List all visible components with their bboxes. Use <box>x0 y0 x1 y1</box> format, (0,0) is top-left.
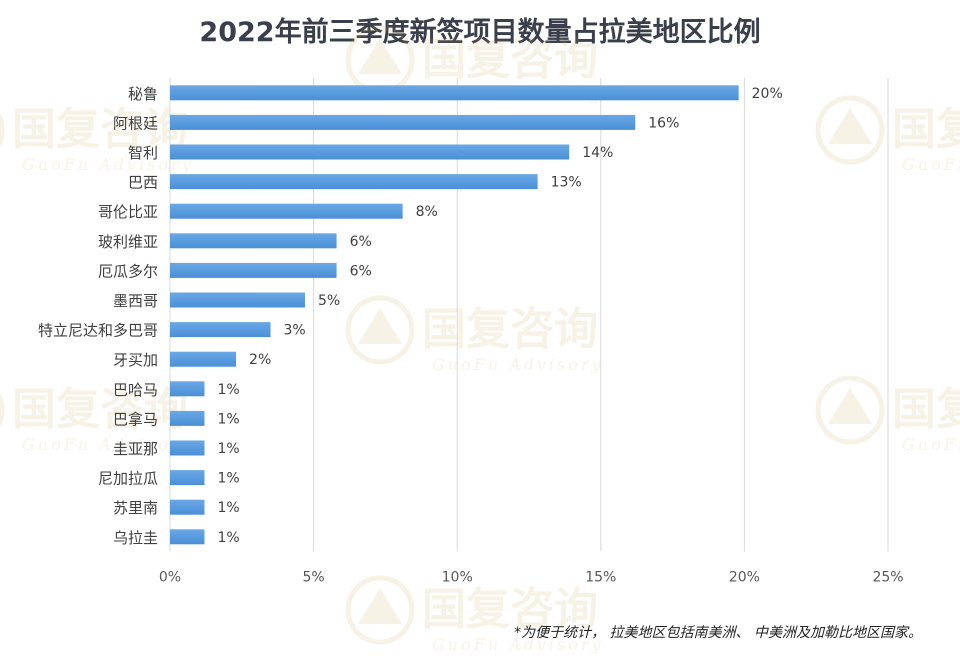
bar <box>170 174 538 190</box>
bar <box>170 351 237 367</box>
bar <box>170 440 205 456</box>
data-label: 2% <box>249 352 271 368</box>
data-label: 16% <box>648 115 679 131</box>
x-tick-label: 5% <box>302 570 324 586</box>
x-axis-ticks: 0% 5% 10% 15% 20% 25% <box>159 570 904 586</box>
category-label: 阿根廷 <box>113 114 158 132</box>
chart-title: 2022年前三季度新签项目数量占拉美地区比例 <box>199 17 761 48</box>
category-label: 巴哈马 <box>113 381 158 399</box>
bar <box>170 203 403 219</box>
data-label: 13% <box>551 175 582 191</box>
category-label: 圭亚那 <box>113 440 158 458</box>
x-tick-label: 0% <box>159 570 181 586</box>
watermark-text: 国复咨询 <box>422 304 598 355</box>
category-label: 牙买加 <box>113 351 158 369</box>
category-label: 乌拉圭 <box>113 529 158 547</box>
data-label: 6% <box>350 234 372 250</box>
data-label: 5% <box>318 293 340 309</box>
data-label: 14% <box>582 145 613 161</box>
watermark-text: 国复咨询 <box>422 584 598 635</box>
category-label: 巴拿马 <box>113 410 158 428</box>
bar <box>170 292 305 308</box>
footnote: *为便于统计， 拉美地区包括南美洲、 中美洲及加勒比地区国家。 <box>514 625 922 641</box>
bar <box>170 499 205 515</box>
bar <box>170 233 337 249</box>
category-label: 秘鲁 <box>128 85 158 103</box>
bars <box>170 85 739 545</box>
category-label: 巴西 <box>128 174 158 192</box>
x-tick-label: 20% <box>729 570 760 586</box>
watermark-subtext: GuoFu Advisory <box>902 435 960 454</box>
data-label: 1% <box>217 411 239 427</box>
data-label: 1% <box>217 441 239 457</box>
data-label: 20% <box>752 86 783 102</box>
watermark-text: 国复咨询 <box>892 104 960 155</box>
x-tick-label: 10% <box>442 570 473 586</box>
data-label: 1% <box>217 530 239 546</box>
category-label: 苏里南 <box>113 499 158 517</box>
watermark-text: 国复咨询 <box>892 384 960 435</box>
x-tick-label: 15% <box>585 570 616 586</box>
category-label: 厄瓜多尔 <box>98 262 158 280</box>
data-label: 6% <box>350 263 372 279</box>
bar <box>170 144 570 160</box>
data-label: 1% <box>217 382 239 398</box>
category-label: 尼加拉瓜 <box>98 470 158 488</box>
category-labels: 秘鲁阿根廷智利巴西哥伦比亚玻利维亚厄瓜多尔墨西哥特立尼达和多巴哥牙买加巴哈马巴拿… <box>38 85 158 547</box>
watermark-text: 国复咨询 <box>12 384 188 435</box>
watermark-subtext: GuoFu Advisory <box>22 155 194 174</box>
category-label: 玻利维亚 <box>98 233 158 251</box>
watermark-subtext: GuoFu Advisory <box>22 435 194 454</box>
category-label: 哥伦比亚 <box>98 203 158 221</box>
watermark-text: 国复咨询 <box>12 104 188 155</box>
watermark-subtext: GuoFu Advisory <box>432 635 604 654</box>
watermark-text: 国复咨询 <box>422 34 598 85</box>
data-label: 1% <box>217 471 239 487</box>
watermark-subtext: GuoFu Advisory <box>432 355 604 374</box>
value-labels: 20% 16% 14%13% 8% 6% 6% 5% 3% 2% 1% 1% 1% 1% 1% 1% <box>217 86 782 546</box>
data-label: 8% <box>416 204 438 220</box>
category-label: 特立尼达和多巴哥 <box>38 322 158 340</box>
data-label: 3% <box>284 323 306 339</box>
bar <box>170 381 205 397</box>
bar <box>170 322 271 338</box>
bar <box>170 470 205 486</box>
bar <box>170 410 205 426</box>
bar <box>170 114 636 130</box>
bar <box>170 529 205 545</box>
watermark-subtext: GuoFu Advisory <box>902 155 960 174</box>
x-tick-label: 25% <box>872 570 903 586</box>
data-label: 1% <box>217 500 239 516</box>
category-label: 智利 <box>128 144 158 162</box>
bar <box>170 262 337 278</box>
bar <box>170 85 739 101</box>
category-label: 墨西哥 <box>113 292 158 310</box>
